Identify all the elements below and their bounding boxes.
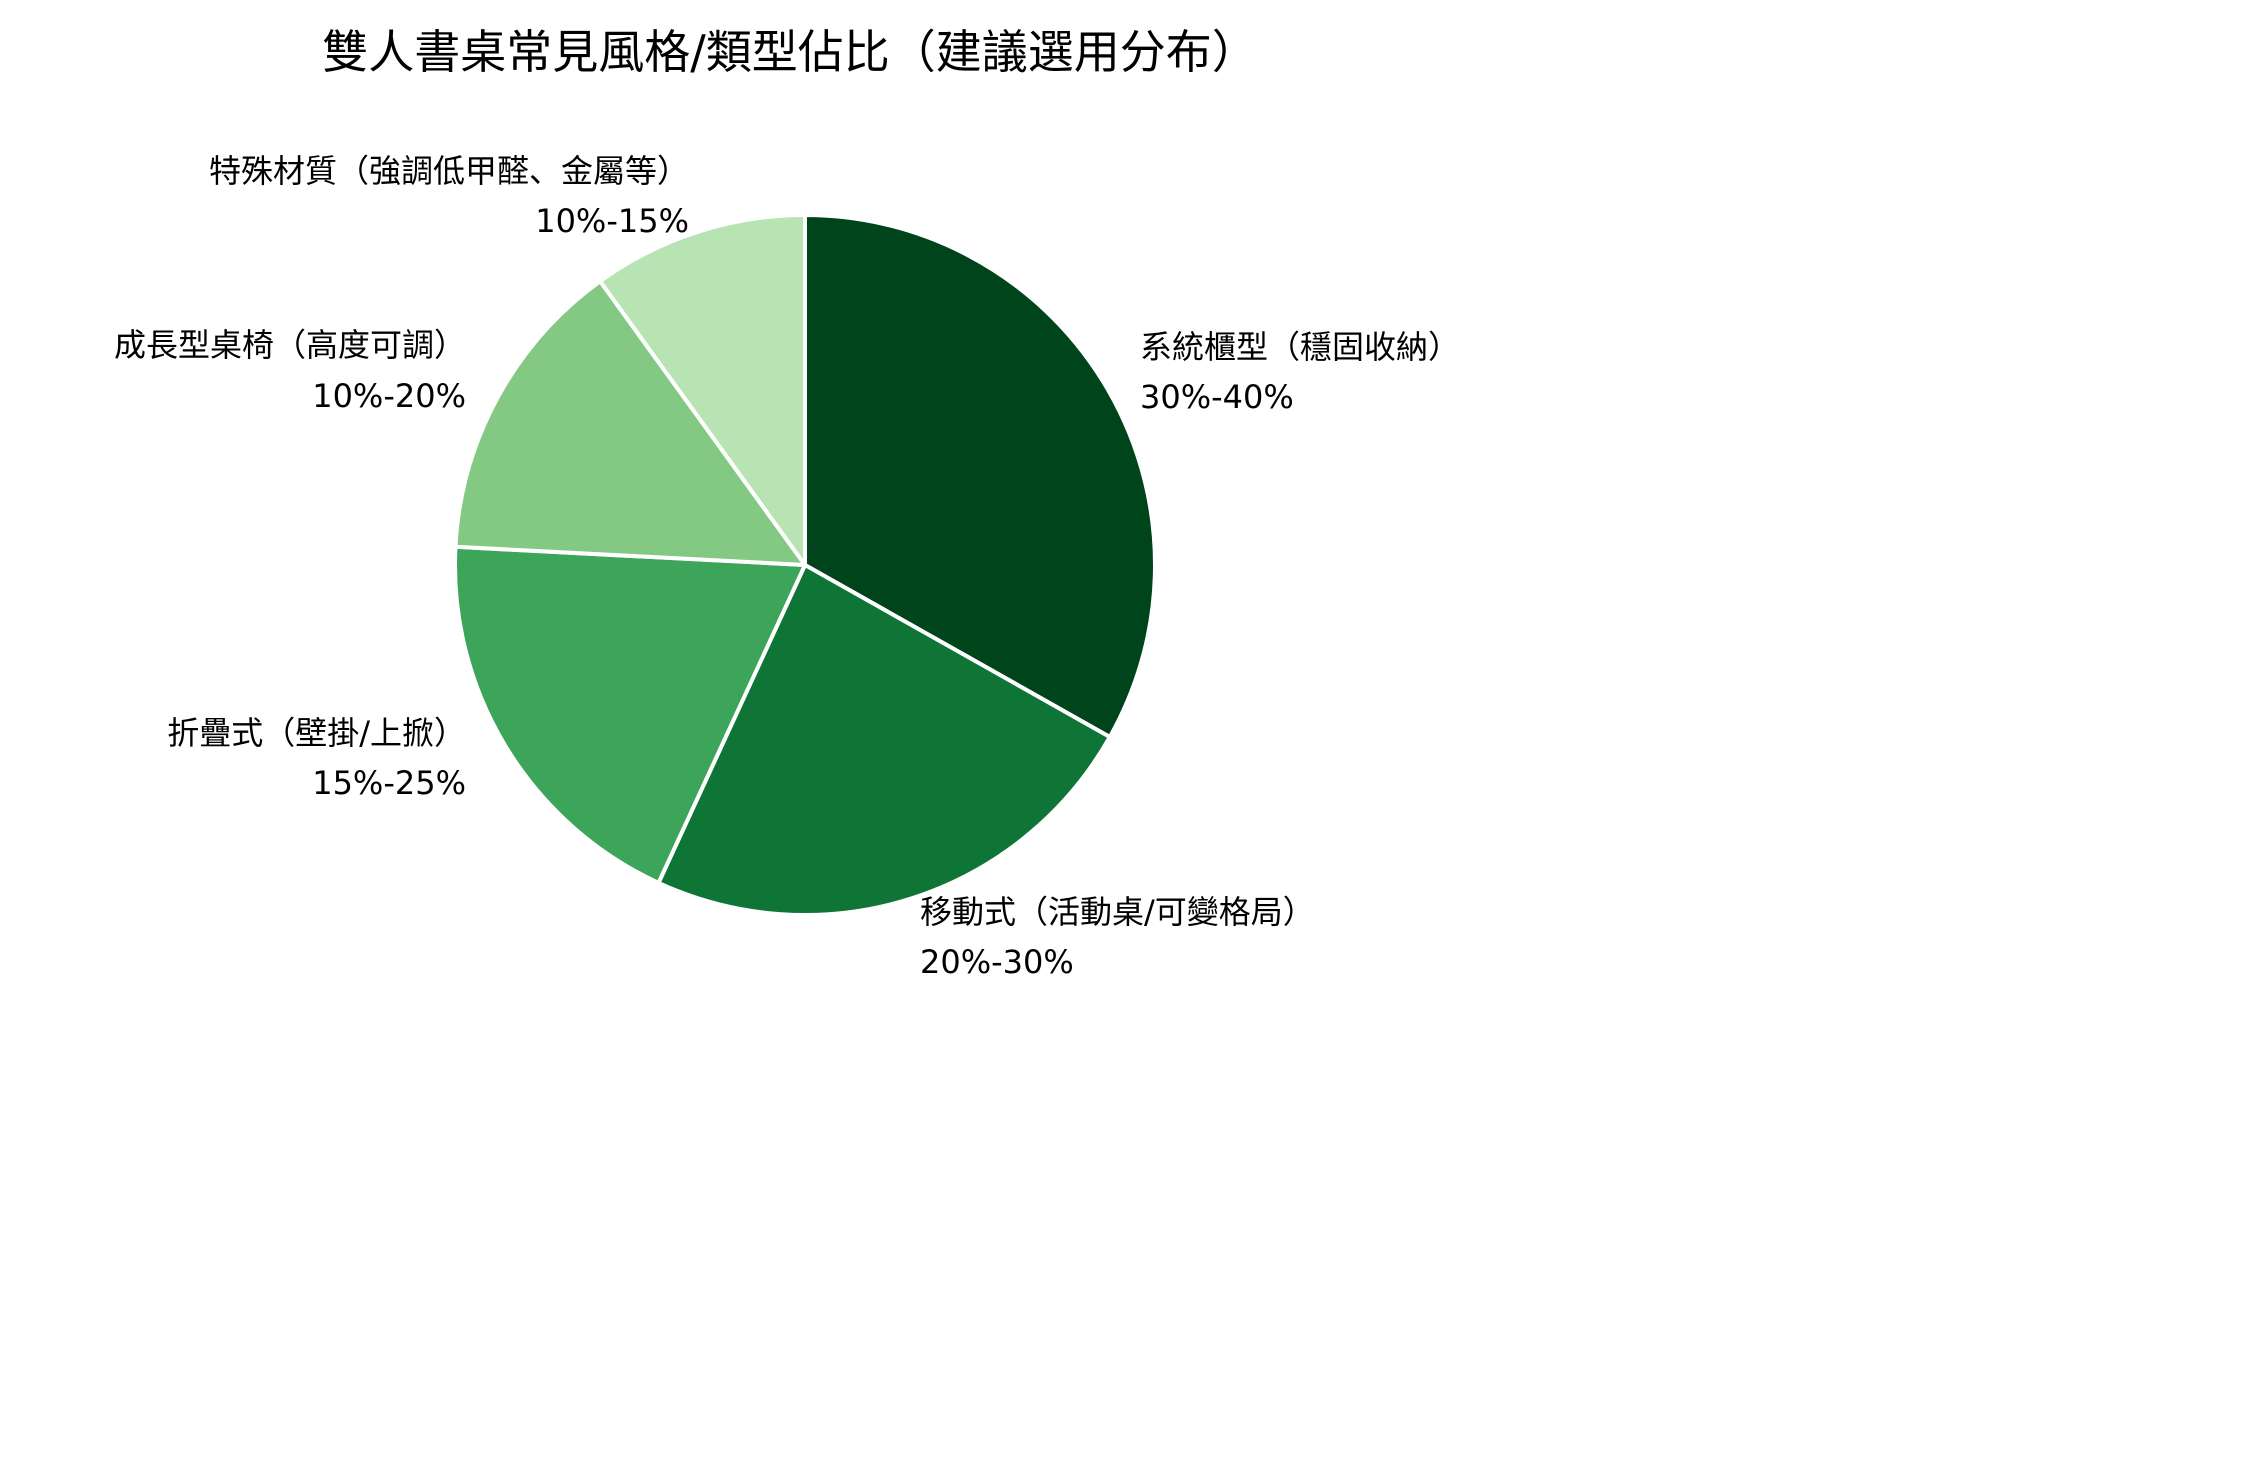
- pie-slice: [453, 279, 807, 567]
- pie-slice: [803, 213, 1157, 739]
- slice-labels: 系統櫃型（穩固收納） 30%-40% 移動式（活動桌/可變格局） 20%-30% 折疊式…: [114, 152, 1460, 981]
- pie-slices: [453, 213, 1157, 917]
- pie-slice: [453, 544, 807, 885]
- slice-label: 折疊式（壁掛/上掀）: [167, 714, 466, 752]
- slice-label: 系統櫃型（穩固收納）: [1140, 328, 1460, 366]
- slice-percent-label: 10%-15%: [535, 202, 689, 240]
- slice-percent-label: 20%-30%: [920, 943, 1074, 981]
- pie-chart: 雙人書桌常見風格/類型佔比（建議選用分布） 系統櫃型（穩固收納） 30%-40% 移…: [114, 25, 1460, 981]
- pie-slice: [598, 213, 807, 567]
- chart-title: 雙人書桌常見風格/類型佔比（建議選用分布）: [322, 25, 1258, 79]
- pie-slice: [656, 563, 1112, 917]
- slice-percent-label: 10%-20%: [312, 377, 466, 415]
- slice-percent-label: 30%-40%: [1140, 378, 1294, 416]
- slice-label: 特殊材質（強調低甲醛、金屬等）: [209, 152, 689, 190]
- slice-label: 成長型桌椅（高度可調）: [114, 326, 466, 364]
- slice-label: 移動式（活動桌/可變格局）: [920, 893, 1315, 931]
- slice-percent-label: 15%-25%: [312, 764, 466, 802]
